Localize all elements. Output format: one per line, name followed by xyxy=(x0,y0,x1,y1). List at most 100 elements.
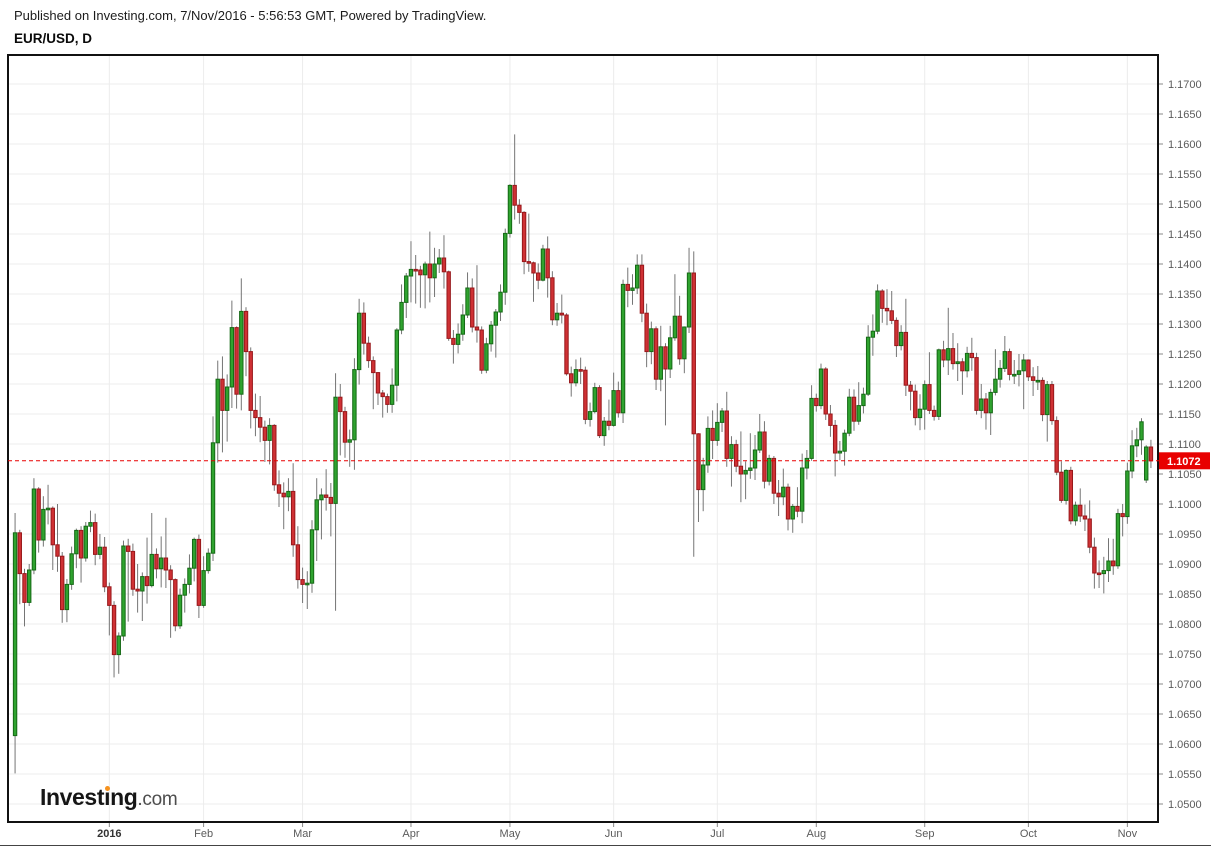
candle xyxy=(55,504,60,572)
candle-body xyxy=(1129,445,1135,472)
candle xyxy=(234,326,239,409)
candle-body xyxy=(356,312,362,371)
candle-body xyxy=(441,257,447,273)
y-axis-label: 1.1300 xyxy=(1168,319,1202,331)
candle-body xyxy=(752,449,758,469)
candle-body xyxy=(1012,373,1017,377)
candle-body xyxy=(220,378,225,411)
candle-body xyxy=(837,450,843,454)
candle xyxy=(762,421,767,489)
candle-body xyxy=(540,248,546,281)
candle xyxy=(210,416,216,561)
candle-body xyxy=(908,384,913,392)
candle xyxy=(177,588,183,629)
candle-body xyxy=(267,424,272,441)
candle-body xyxy=(894,319,899,347)
candle-body xyxy=(1068,469,1074,522)
candle-body xyxy=(936,349,942,417)
candle-body xyxy=(314,499,319,531)
y-axis-label: 1.1550 xyxy=(1168,169,1202,181)
candle xyxy=(69,546,74,590)
candle-body xyxy=(1007,351,1012,375)
candle-body xyxy=(606,420,612,426)
candle-body xyxy=(1030,376,1036,381)
candle-body xyxy=(832,424,838,454)
symbol-title: EUR/USD, D xyxy=(14,31,93,46)
candle xyxy=(314,478,319,561)
y-axis-label: 1.1200 xyxy=(1168,379,1202,391)
candle xyxy=(229,300,235,408)
candle xyxy=(997,360,1003,388)
candle-body xyxy=(295,544,301,581)
candle xyxy=(144,537,150,604)
candle xyxy=(809,385,814,461)
candle xyxy=(305,571,310,609)
candle xyxy=(399,284,404,335)
candle-body xyxy=(455,333,461,345)
candle xyxy=(804,450,810,480)
candle xyxy=(36,487,41,553)
candle xyxy=(140,572,145,621)
candle-body xyxy=(884,307,890,312)
candle-body xyxy=(950,348,956,365)
y-axis-label: 1.0600 xyxy=(1168,739,1202,751)
candle-body xyxy=(385,396,390,405)
candle xyxy=(352,358,357,470)
candle-body xyxy=(1045,384,1050,416)
candle xyxy=(719,408,725,432)
candle xyxy=(215,360,220,463)
candle xyxy=(1111,538,1116,575)
candle xyxy=(776,480,781,516)
candle-body xyxy=(1035,379,1041,383)
candle xyxy=(644,303,649,368)
candle xyxy=(451,330,456,364)
candle xyxy=(276,470,282,507)
candle xyxy=(422,261,428,309)
candle-body xyxy=(686,272,692,328)
candle xyxy=(149,513,154,588)
candle-body xyxy=(1002,351,1008,369)
candle xyxy=(946,307,951,375)
candle xyxy=(1002,336,1008,372)
candle-body xyxy=(955,361,960,365)
candle xyxy=(27,564,32,606)
candle xyxy=(295,526,301,589)
candle xyxy=(880,289,885,323)
candle xyxy=(625,267,630,308)
candle xyxy=(107,582,112,636)
candle xyxy=(564,313,569,376)
candle xyxy=(474,265,480,343)
plot-border xyxy=(7,54,1159,823)
candle-body xyxy=(1049,384,1055,422)
candle xyxy=(163,517,169,588)
candle xyxy=(531,261,536,302)
candle-body xyxy=(531,262,536,274)
candle-body xyxy=(1078,504,1083,517)
candle xyxy=(427,231,433,303)
candle-body xyxy=(239,310,244,395)
candle xyxy=(88,510,93,533)
candle-body xyxy=(691,272,696,435)
candle-body xyxy=(682,326,687,360)
candle xyxy=(191,537,197,582)
candle-body xyxy=(847,396,852,434)
candle xyxy=(700,457,706,512)
candle xyxy=(281,482,286,530)
candle-body xyxy=(380,392,385,398)
candle xyxy=(196,534,202,618)
candle xyxy=(1134,427,1139,458)
candle-body xyxy=(781,486,786,498)
candle-body xyxy=(451,337,456,345)
y-axis-label: 1.0750 xyxy=(1168,649,1202,661)
candle-body xyxy=(1139,421,1144,441)
candle xyxy=(526,213,531,272)
candle-body xyxy=(121,545,126,637)
candle xyxy=(983,393,989,430)
candle xyxy=(116,632,121,674)
candle-body xyxy=(191,538,197,569)
candle-body xyxy=(342,411,348,443)
candle-body xyxy=(550,277,555,321)
candle-body xyxy=(993,378,998,393)
candle xyxy=(83,522,88,562)
